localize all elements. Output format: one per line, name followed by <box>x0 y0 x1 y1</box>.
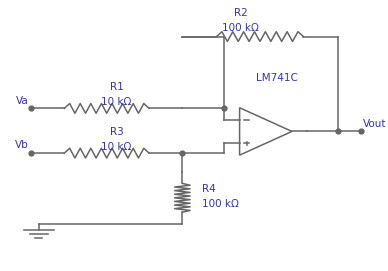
Text: R2: R2 <box>234 8 248 18</box>
Text: 100 kΩ: 100 kΩ <box>202 199 239 209</box>
Text: Va: Va <box>16 96 29 106</box>
Text: LM741C: LM741C <box>256 73 298 83</box>
Text: R4: R4 <box>202 184 215 194</box>
Text: 10 kΩ: 10 kΩ <box>101 97 132 107</box>
Text: R1: R1 <box>109 82 123 92</box>
Text: Vb: Vb <box>16 140 29 150</box>
Text: Vout: Vout <box>363 119 386 129</box>
Text: R3: R3 <box>109 127 123 137</box>
Text: 100 kΩ: 100 kΩ <box>222 22 259 33</box>
Text: 10 kΩ: 10 kΩ <box>101 142 132 152</box>
